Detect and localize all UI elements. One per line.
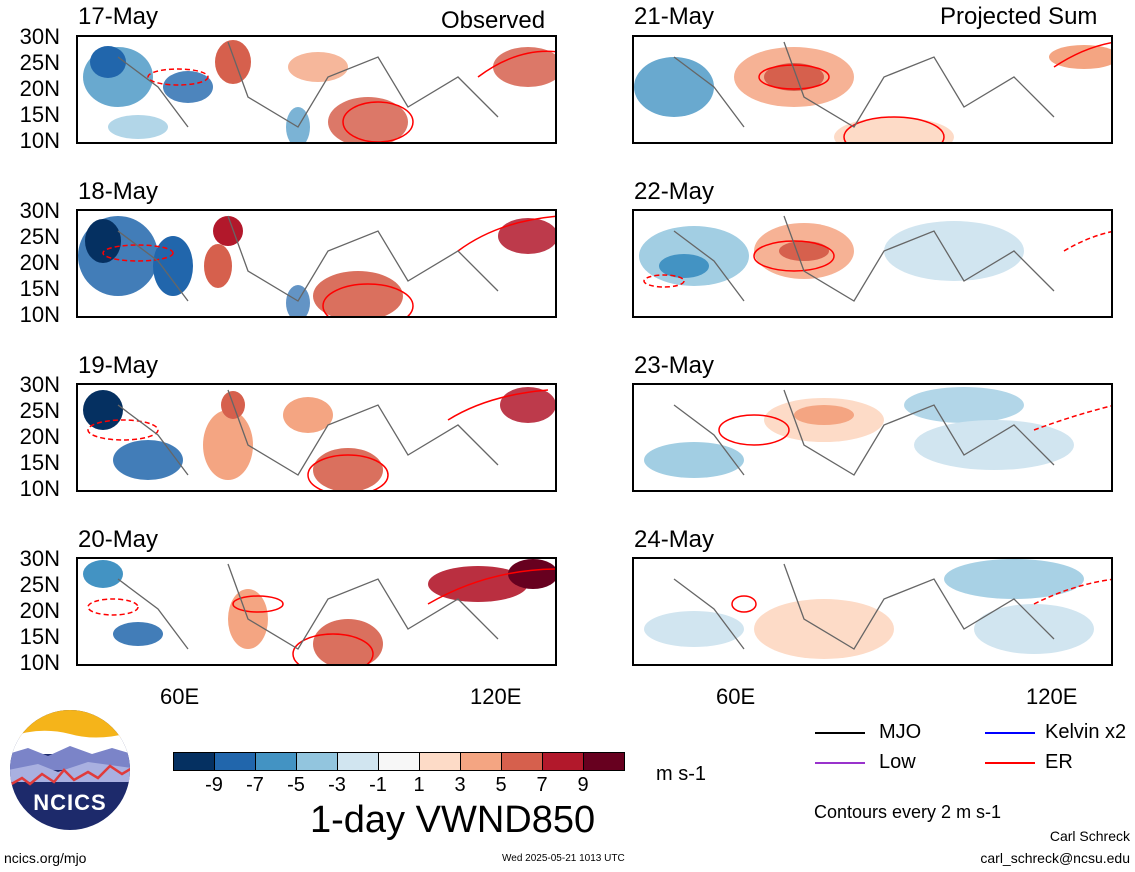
map-panel bbox=[76, 383, 557, 492]
colorbar-swatch bbox=[419, 752, 461, 771]
legend-line-kelvin bbox=[985, 732, 1035, 734]
colorbar-swatch bbox=[337, 752, 379, 771]
contours-note: Contours every 2 m s-1 bbox=[814, 802, 1002, 822]
panel-date-label: 24-May bbox=[634, 526, 715, 553]
map-panel bbox=[632, 35, 1113, 144]
y-tick-label: 20N bbox=[19, 76, 60, 101]
colorbar-tick-label: -1 bbox=[369, 774, 387, 796]
colorbar-swatch bbox=[460, 752, 502, 771]
colorbar-tick-label: -3 bbox=[328, 774, 346, 796]
colorbar-swatch bbox=[296, 752, 338, 771]
y-tick-label: 10N bbox=[19, 650, 60, 675]
author-name: Carl Schreck bbox=[1049, 828, 1130, 844]
y-tick-label: 15N bbox=[19, 450, 60, 475]
x-tick-label: 120E bbox=[1026, 684, 1078, 709]
y-tick-label: 30N bbox=[19, 372, 60, 397]
y-tick-label: 15N bbox=[19, 624, 60, 649]
y-tick-label: 20N bbox=[19, 250, 60, 275]
panel-date-label: 22-May bbox=[634, 178, 715, 205]
panel-date-label: 19-May bbox=[78, 352, 159, 379]
projected-sum-label: Projected Sum bbox=[940, 3, 1098, 30]
y-tick-label: 10N bbox=[19, 476, 60, 501]
x-tick-label: 60E bbox=[716, 684, 756, 709]
map-panel bbox=[76, 557, 557, 666]
colorbar-tick-label: 1 bbox=[413, 774, 425, 796]
ncics-logo: NCICS bbox=[8, 708, 132, 832]
map-panel bbox=[76, 209, 557, 318]
legend-line-er bbox=[985, 762, 1035, 764]
colorbar-swatch bbox=[173, 752, 215, 771]
ncics-logo-graphic bbox=[10, 710, 130, 830]
map-panel bbox=[632, 557, 1113, 666]
colorbar-tick-label: 9 bbox=[577, 774, 589, 796]
colorbar-swatch bbox=[501, 752, 543, 771]
colorbar-swatch bbox=[214, 752, 256, 771]
logo-text: NCICS bbox=[33, 790, 107, 815]
legend-line-low bbox=[815, 762, 865, 764]
colorbar-swatch bbox=[542, 752, 584, 771]
legend-line-mjo bbox=[815, 732, 865, 734]
map-panel bbox=[632, 209, 1113, 318]
author-email: carl_schreck@ncsu.edu bbox=[980, 850, 1130, 866]
colorbar-tick-label: 3 bbox=[454, 774, 466, 796]
x-tick-label: 60E bbox=[160, 684, 200, 709]
colorbar-tick-label: -9 bbox=[205, 774, 223, 796]
legend-label-low: Low bbox=[879, 751, 916, 773]
panel-date-label: 20-May bbox=[78, 526, 159, 553]
legend-label-mjo: MJO bbox=[879, 721, 922, 743]
legend-label-kelvin: Kelvin x2 bbox=[1045, 721, 1127, 743]
y-tick-label: 30N bbox=[19, 546, 60, 571]
colorbar-swatch bbox=[255, 752, 297, 771]
y-tick-label: 30N bbox=[19, 198, 60, 223]
y-tick-label: 25N bbox=[19, 224, 60, 249]
y-tick-label: 10N bbox=[19, 302, 60, 327]
y-tick-label: 10N bbox=[19, 128, 60, 153]
panel-date-label: 17-May bbox=[78, 3, 159, 30]
plot-title: 1-day VWND850 bbox=[310, 799, 596, 841]
map-panel bbox=[76, 35, 557, 144]
y-tick-label: 15N bbox=[19, 102, 60, 127]
colorbar-tick-label: 7 bbox=[536, 774, 548, 796]
x-tick-label: 120E bbox=[470, 684, 522, 709]
colorbar-swatch bbox=[378, 752, 420, 771]
site-url: ncics.org/mjo bbox=[4, 850, 87, 866]
legend-label-er: ER bbox=[1045, 751, 1073, 773]
y-tick-label: 25N bbox=[19, 50, 60, 75]
y-tick-label: 20N bbox=[19, 598, 60, 623]
observed-label: Observed bbox=[441, 7, 546, 34]
panel-date-label: 23-May bbox=[634, 352, 715, 379]
panel-date-label: 18-May bbox=[78, 178, 159, 205]
colorbar-tick-label: 5 bbox=[495, 774, 507, 796]
colorbar-tick-label: -5 bbox=[287, 774, 305, 796]
colorbar-tick-label: -7 bbox=[246, 774, 264, 796]
panel-date-label: 21-May bbox=[634, 3, 715, 30]
map-panel bbox=[632, 383, 1113, 492]
legend: MJO Kelvin x2 Low ER bbox=[815, 721, 1126, 782]
y-tick-label: 20N bbox=[19, 424, 60, 449]
y-tick-label: 25N bbox=[19, 398, 60, 423]
colorbar-units: m s-1 bbox=[656, 763, 706, 785]
y-tick-label: 25N bbox=[19, 572, 60, 597]
y-tick-label: 30N bbox=[19, 24, 60, 49]
timestamp: Wed 2025-05-21 1013 UTC bbox=[502, 853, 625, 864]
y-tick-label: 15N bbox=[19, 276, 60, 301]
colorbar-swatch bbox=[583, 752, 625, 771]
